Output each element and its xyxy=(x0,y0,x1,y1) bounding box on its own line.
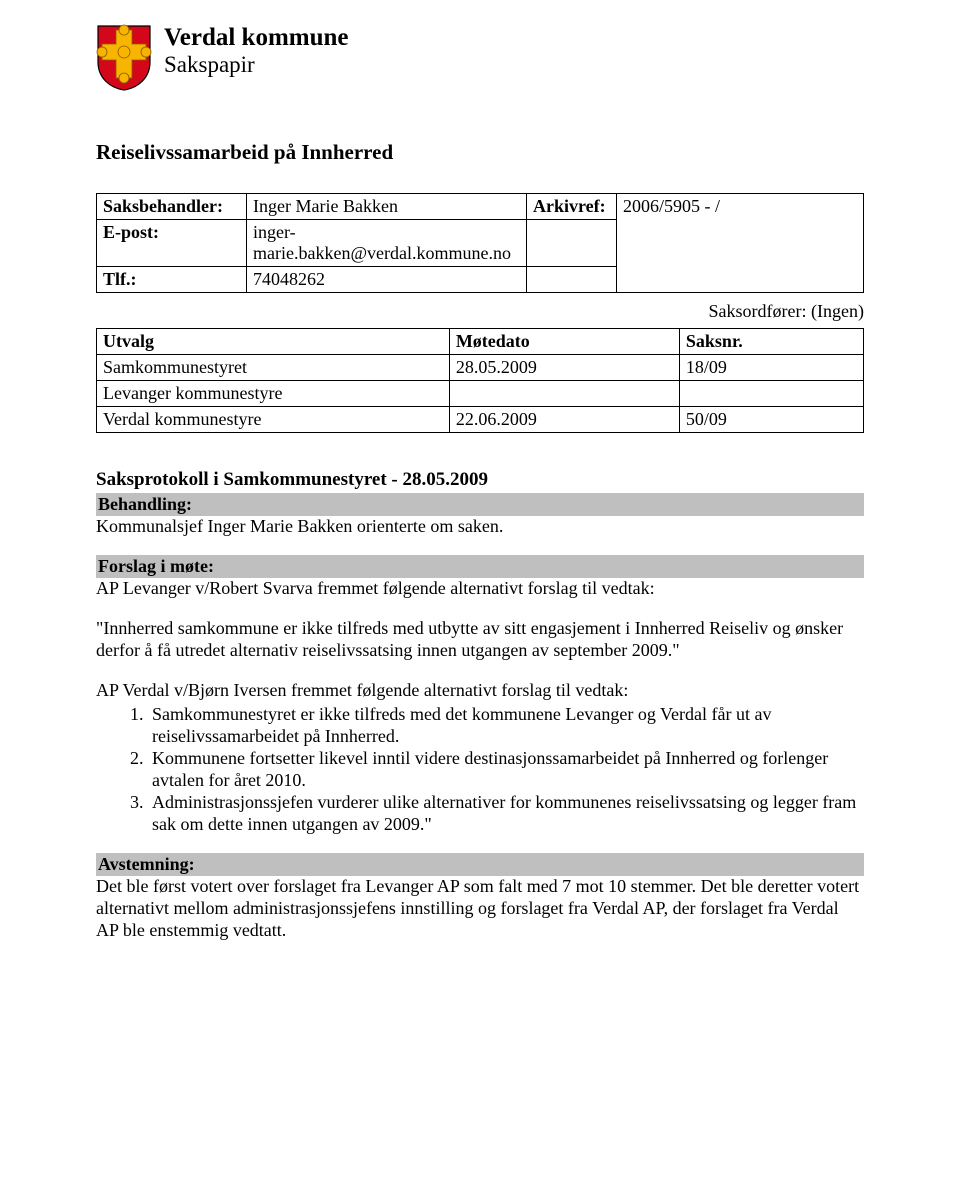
arkivref-empty-2 xyxy=(527,267,617,293)
municipality-shield-icon xyxy=(96,24,152,92)
meeting-saksnr: 50/09 xyxy=(679,407,863,433)
forslag-quote-1: "Innherred samkommune er ikke tilfreds m… xyxy=(96,618,864,662)
forslag-item: Samkommunestyret er ikke tilfreds med de… xyxy=(148,704,864,748)
value-arkivref: 2006/5905 - / xyxy=(617,194,864,293)
avstemning-heading: Avstemning: xyxy=(96,853,864,876)
header-text-block: Verdal kommune Sakspapir xyxy=(164,24,349,77)
page-container: Verdal kommune Sakspapir Reiselivssamarb… xyxy=(0,0,960,1000)
meeting-row: Levanger kommunestyre xyxy=(97,381,864,407)
col-header-motedato: Møtedato xyxy=(449,329,679,355)
meeting-row: Samkommunestyret 28.05.2009 18/09 xyxy=(97,355,864,381)
forslag-heading: Forslag i møte: xyxy=(96,555,864,578)
document-type: Sakspapir xyxy=(164,52,349,77)
saksordforer-line: Saksordfører: (Ingen) xyxy=(96,301,864,322)
meeting-utvalg: Samkommunestyret xyxy=(97,355,450,381)
forslag-item: Administrasjonssjefen vurderer ulike alt… xyxy=(148,792,864,836)
meeting-utvalg: Levanger kommunestyre xyxy=(97,381,450,407)
label-arkivref: Arkivref: xyxy=(527,194,617,220)
forslag-numbered-list: Samkommunestyret er ikke tilfreds med de… xyxy=(96,704,864,836)
label-tlf: Tlf.: xyxy=(97,267,247,293)
col-header-utvalg: Utvalg xyxy=(97,329,450,355)
meeting-utvalg: Verdal kommunestyre xyxy=(97,407,450,433)
col-header-saksnr: Saksnr. xyxy=(679,329,863,355)
document-header: Verdal kommune Sakspapir xyxy=(96,24,864,92)
forslag-intro-1: AP Levanger v/Robert Svarva fremmet følg… xyxy=(96,578,864,600)
meeting-table: Utvalg Møtedato Saksnr. Samkommunestyret… xyxy=(96,328,864,433)
forslag-intro-2: AP Verdal v/Bjørn Iversen fremmet følgen… xyxy=(96,680,864,702)
meeting-date: 22.06.2009 xyxy=(449,407,679,433)
value-epost: inger-marie.bakken@verdal.kommune.no xyxy=(247,220,527,267)
meeting-date: 28.05.2009 xyxy=(449,355,679,381)
protocol-title: Saksprotokoll i Samkommunestyret - 28.05… xyxy=(96,469,864,491)
behandling-heading: Behandling: xyxy=(96,493,864,516)
municipality-name: Verdal kommune xyxy=(164,24,349,52)
behandling-text: Kommunalsjef Inger Marie Bakken orienter… xyxy=(96,516,864,538)
value-tlf: 74048262 xyxy=(247,267,527,293)
forslag-item: Kommunene fortsetter likevel inntil vide… xyxy=(148,748,864,792)
case-info-table: Saksbehandler: Inger Marie Bakken Arkivr… xyxy=(96,193,864,293)
meeting-date xyxy=(449,381,679,407)
meeting-header-row: Utvalg Møtedato Saksnr. xyxy=(97,329,864,355)
arkivref-empty-1 xyxy=(527,220,617,267)
meeting-saksnr: 18/09 xyxy=(679,355,863,381)
meeting-saksnr xyxy=(679,381,863,407)
avstemning-body: Det ble først votert over forslaget fra … xyxy=(96,876,864,942)
value-saksbehandler: Inger Marie Bakken xyxy=(247,194,527,220)
label-saksbehandler: Saksbehandler: xyxy=(97,194,247,220)
label-epost: E-post: xyxy=(97,220,247,267)
document-title: Reiselivssamarbeid på Innherred xyxy=(96,140,864,165)
meeting-row: Verdal kommunestyre 22.06.2009 50/09 xyxy=(97,407,864,433)
